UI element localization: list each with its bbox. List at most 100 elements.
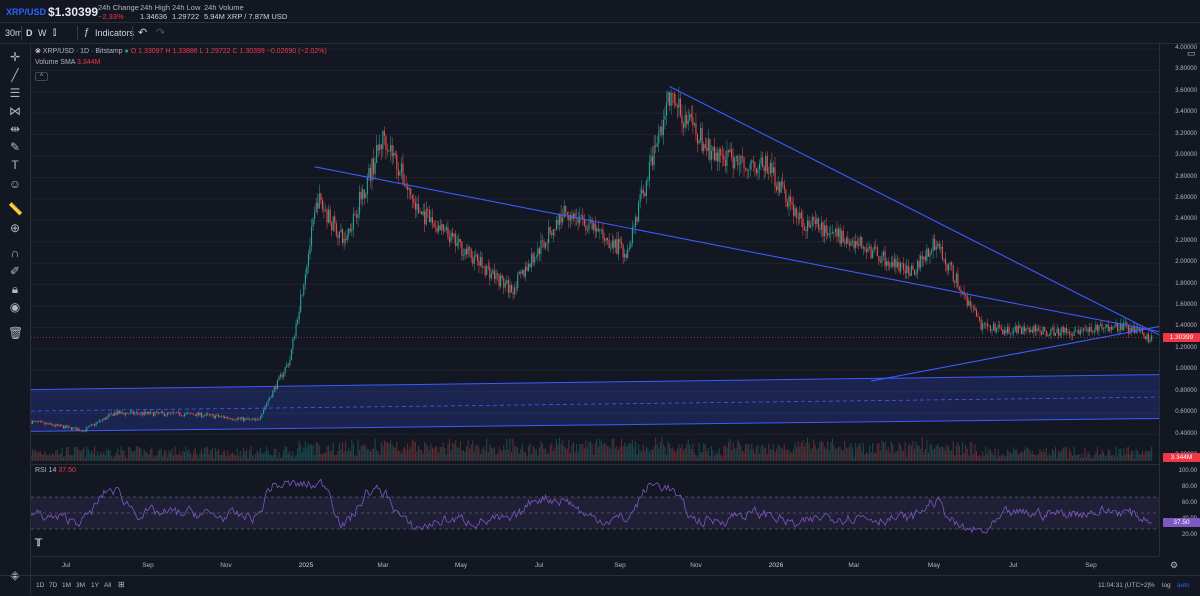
log-toggle[interactable]: log — [1162, 582, 1171, 589]
range-all[interactable]: All — [104, 582, 112, 589]
legend-title[interactable]: XRP/USD · 1D · Bitstamp — [42, 48, 123, 55]
price-channel[interactable] — [31, 374, 1159, 432]
volume-bar — [965, 444, 967, 461]
volume-bar — [658, 448, 660, 461]
chart-style-button[interactable]: D — [26, 28, 33, 38]
magnet-icon[interactable]: ∩ — [10, 246, 20, 260]
range-1d[interactable]: 1D — [36, 582, 45, 589]
measure-icon[interactable]: ⇹ — [9, 122, 21, 136]
settings-gear-icon[interactable]: ⚙ — [1170, 560, 1179, 570]
volume-bar — [348, 448, 350, 461]
volume-bar — [35, 449, 37, 461]
volume-bar — [489, 444, 491, 461]
volume-bar — [828, 450, 830, 461]
redo-icon[interactable]: ↷ — [156, 27, 166, 39]
eye-icon[interactable]: ◉ — [9, 300, 21, 314]
volume-bar — [1042, 449, 1044, 461]
volume-bar — [807, 437, 809, 461]
volume-bar — [994, 448, 996, 461]
trash-icon[interactable]: 🗑︎ — [8, 326, 24, 340]
range-1y[interactable]: 1Y — [91, 582, 99, 589]
lock-icon[interactable]: 🔒︎ — [11, 282, 19, 296]
rsi-legend-label[interactable]: RSI 14 — [35, 467, 57, 474]
volume-bar — [1056, 457, 1058, 461]
percent-toggle[interactable]: % — [1149, 582, 1155, 589]
settings-icon[interactable]: ▭ — [1187, 48, 1196, 58]
ruler-icon[interactable]: 📏 — [8, 202, 23, 216]
candle-body — [884, 251, 886, 266]
volume-legend-label[interactable]: Volume SMA — [35, 59, 76, 66]
volume-bar — [895, 450, 897, 461]
volume-bar — [1013, 447, 1015, 461]
text-icon[interactable]: T — [11, 158, 19, 172]
range-3m[interactable]: 3M — [76, 582, 86, 589]
candles-icon[interactable]: ⫾ — [53, 27, 57, 38]
volume-bar — [729, 438, 731, 461]
crosshair-icon[interactable]: ✛ — [9, 50, 21, 64]
compare-button[interactable]: W — [38, 28, 47, 38]
volume-bar — [946, 445, 948, 461]
candle-body — [238, 418, 240, 419]
pattern-icon[interactable]: ⋈ — [9, 104, 21, 118]
candle-body — [290, 349, 292, 360]
fib-icon[interactable]: ☰ — [9, 86, 21, 100]
volume-bar — [1098, 455, 1100, 461]
date-range-icon[interactable]: ⊞ — [118, 580, 125, 589]
indicators-button[interactable]: Indicators — [95, 28, 135, 38]
candle-body — [712, 146, 714, 151]
candle-body — [579, 215, 581, 224]
volume-bar — [793, 449, 795, 461]
candle-body — [66, 425, 68, 428]
candle-body — [890, 262, 892, 267]
volume-bar — [453, 443, 455, 461]
collapse-legend-button[interactable]: ˄ — [35, 72, 48, 81]
brush-icon[interactable]: ✎ — [9, 140, 21, 154]
volume-bar — [227, 450, 229, 461]
candle-body — [529, 263, 531, 268]
interval-button[interactable]: 30m — [5, 28, 23, 38]
symbol-name[interactable]: XRP/USD — [6, 7, 47, 17]
candle-body — [312, 218, 314, 227]
candle-body — [952, 265, 954, 282]
candle-body — [1123, 322, 1125, 331]
volume-bar — [462, 450, 464, 461]
trend-line-icon[interactable]: ╱ — [11, 68, 19, 82]
range-1m[interactable]: 1M — [62, 582, 72, 589]
rsi-legend: RSI 14 37.50 — [35, 467, 76, 474]
candle-body — [962, 291, 964, 293]
volume-bar — [879, 450, 881, 461]
candle-body — [481, 257, 483, 268]
candle-body — [972, 306, 974, 308]
candle-body — [879, 261, 881, 263]
clock[interactable]: 11:04:31 (UTC+2) — [1098, 582, 1150, 589]
range-7d[interactable]: 7D — [49, 582, 58, 589]
price-chart[interactable] — [31, 44, 1159, 463]
channel-fill — [31, 374, 1159, 432]
volume-bar — [962, 441, 964, 461]
candle-body — [538, 248, 540, 254]
candle-body — [42, 421, 44, 423]
time-axis[interactable]: Jul Sep Nov 2025 Mar May Jul Sep Nov 2026 Mar May Ju… — [31, 556, 1159, 575]
volume-bar — [1134, 457, 1136, 461]
legend-toggle-icon[interactable]: ⊗ — [35, 48, 41, 55]
indicators-icon[interactable]: ƒ — [84, 27, 90, 38]
volume-bar — [741, 451, 743, 461]
candle-body — [70, 427, 72, 430]
volume-bar — [1126, 447, 1128, 461]
rsi-panel[interactable] — [31, 464, 1159, 557]
candle-body — [794, 208, 796, 216]
zoom-icon[interactable]: ⊕ — [9, 221, 21, 235]
volume-bar — [562, 440, 564, 461]
candle-body — [49, 423, 51, 425]
candle-body — [278, 376, 280, 380]
volume-bar — [363, 444, 365, 461]
price-axis[interactable]: 4.00000 3.80000 3.60000 3.40000 3.20000 3.000… — [1159, 44, 1200, 556]
lock-drawings-icon[interactable]: ✐ — [9, 264, 21, 278]
emoji-icon[interactable]: ☺ — [8, 177, 22, 191]
volume-bar — [301, 452, 303, 461]
volume-bar — [1151, 446, 1153, 461]
auto-toggle[interactable]: auto — [1177, 582, 1190, 589]
volume-bar — [476, 444, 478, 461]
trendlines[interactable] — [314, 85, 1159, 432]
undo-icon[interactable]: ↶ — [138, 27, 148, 39]
